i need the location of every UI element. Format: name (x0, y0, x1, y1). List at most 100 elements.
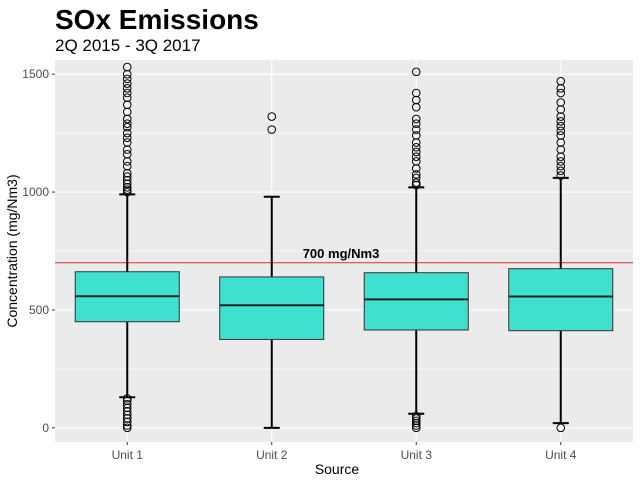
outlier-point (411, 147, 421, 157)
outlier-point (122, 100, 132, 110)
box-unit-4 (508, 76, 614, 433)
outlier-point (122, 62, 132, 72)
outlier-point (122, 128, 132, 138)
outlier-point (556, 131, 566, 140)
outlier-point (122, 410, 132, 420)
x-tick-label: Unit 2 (256, 448, 288, 462)
outlier-point (411, 131, 421, 140)
outlier-point (122, 403, 132, 413)
outlier-point (122, 114, 132, 124)
outlier-point (411, 421, 421, 430)
outlier-point (411, 418, 421, 428)
outlier-point (411, 164, 421, 173)
outlier-point (411, 88, 421, 98)
outlier-point (122, 138, 132, 147)
y-tick-label: 0 (42, 421, 49, 435)
outlier-point (411, 125, 421, 134)
outlier-point (122, 187, 132, 197)
x-axis-title: Source (315, 461, 360, 477)
outlier-point (556, 166, 566, 176)
outlier-point (411, 178, 421, 187)
outlier-point (411, 411, 421, 421)
outlier-point (411, 414, 421, 423)
iqr-box (508, 268, 614, 332)
outlier-point (411, 67, 421, 77)
outlier-point (267, 125, 277, 134)
chart-subtitle: 2Q 2015 - 3Q 2017 (55, 36, 201, 55)
outlier-point (411, 95, 421, 105)
outlier-point (122, 175, 132, 185)
x-tick-label: Unit 3 (401, 448, 433, 462)
outlier-point (122, 119, 132, 128)
outlier-point (122, 183, 132, 192)
outlier-point (411, 138, 421, 147)
reference-line-label: 700 mg/Nm3 (303, 246, 380, 261)
outlier-point (411, 152, 421, 161)
outlier-point (411, 119, 421, 128)
outlier-point (556, 423, 566, 433)
outlier-point (411, 180, 421, 190)
outlier-point (411, 142, 421, 152)
y-tick-label: 1000 (22, 185, 49, 199)
outlier-point (122, 157, 132, 166)
outlier-point (122, 74, 132, 84)
outlier-point (556, 157, 566, 166)
box-unit-2 (219, 112, 325, 429)
x-tick-label: Unit 4 (545, 448, 577, 462)
outlier-point (122, 145, 132, 154)
outlier-point (122, 423, 132, 433)
box-unit-1 (74, 62, 180, 433)
outlier-point (122, 133, 132, 143)
y-tick-label: 500 (29, 303, 49, 317)
outlier-point (267, 112, 277, 121)
outlier-point (556, 152, 566, 161)
outlier-point (122, 69, 132, 79)
outlier-point (556, 105, 566, 114)
y-tick-label: 1500 (22, 67, 49, 81)
outlier-point (556, 83, 566, 93)
outlier-point (556, 88, 566, 98)
outlier-point (411, 170, 421, 179)
outlier-point (122, 414, 132, 423)
outlier-point (122, 150, 132, 159)
outlier-point (411, 102, 421, 112)
outlier-point (411, 157, 421, 166)
outlier-point (556, 145, 566, 154)
outlier-point (411, 114, 421, 124)
outlier-point (122, 396, 132, 406)
outlier-point (556, 138, 566, 147)
outlier-point (122, 161, 132, 171)
outlier-point (411, 416, 421, 426)
outlier-point (556, 171, 566, 180)
boxes-group (74, 62, 614, 433)
chart-title: SOx Emissions (55, 4, 259, 35)
outlier-point (556, 161, 566, 171)
outlier-point (556, 76, 566, 86)
outlier-point (411, 423, 421, 433)
outlier-point (122, 417, 132, 427)
outlier-point (122, 168, 132, 178)
outlier-point (122, 407, 132, 416)
outlier-point (411, 173, 421, 183)
outlier-point (122, 93, 132, 103)
y-axis-title: Concentration (mg/Nm3) (4, 174, 20, 327)
outlier-point (556, 126, 566, 136)
x-tick-label: Unit 1 (112, 448, 144, 462)
outlier-point (122, 399, 132, 409)
outlier-point (122, 172, 132, 182)
outlier-point (122, 179, 132, 189)
outlier-point (556, 98, 566, 107)
outlier-point (122, 394, 132, 403)
reference-line-group: 700 mg/Nm3 (55, 246, 633, 264)
outlier-point (122, 107, 132, 117)
outlier-point (556, 117, 566, 126)
axes-group: 0 500 1000 1500 Unit 1 Unit 2 Unit 3 Unit 4 (22, 67, 576, 462)
outlier-point (122, 122, 132, 132)
outlier-point (556, 112, 566, 121)
outlier-point (556, 121, 566, 131)
outlier-point (122, 79, 132, 88)
box-unit-3 (363, 67, 469, 433)
outlier-point (122, 421, 132, 430)
outlier-point (122, 83, 132, 93)
